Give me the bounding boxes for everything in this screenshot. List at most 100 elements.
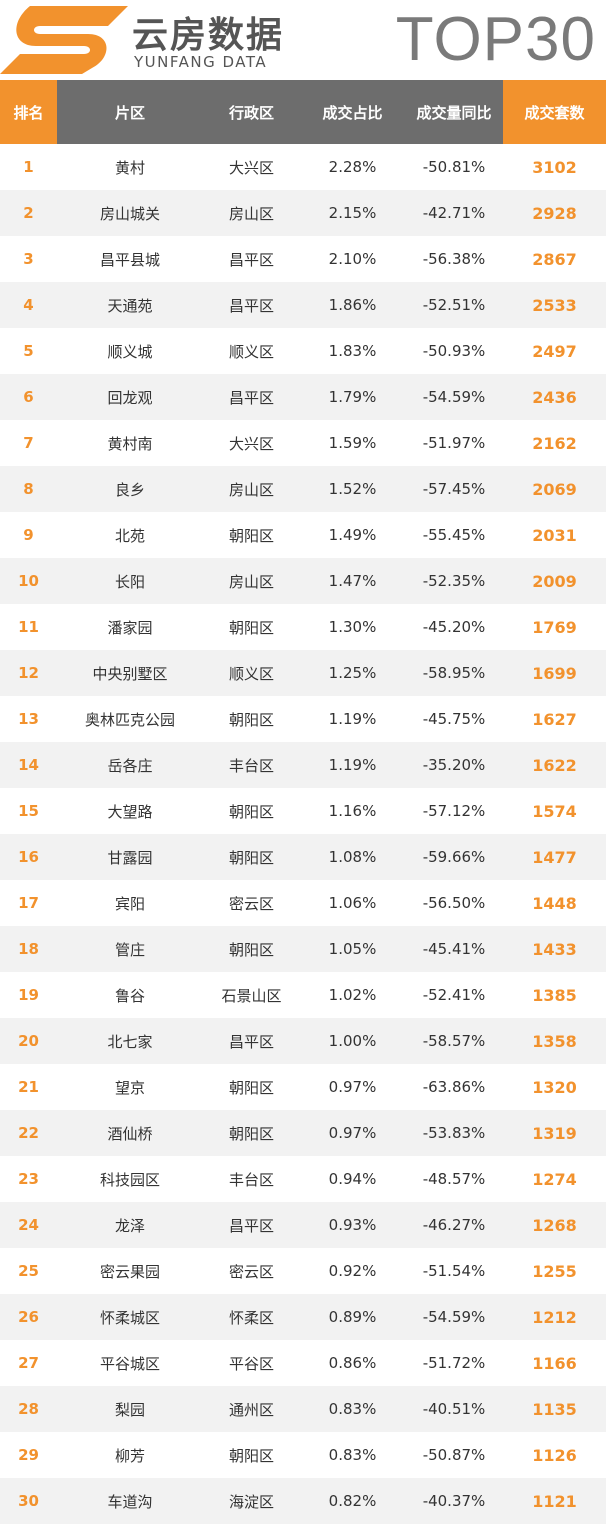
count-cell: 2031 (532, 525, 577, 545)
yoy-cell: -57.12% (422, 802, 486, 820)
rank-cell: 1 (23, 158, 34, 176)
yoy-cell: -51.54% (422, 1262, 486, 1280)
share-cell: 1.00% (300, 1018, 405, 1064)
area-cell: 北苑 (114, 526, 145, 545)
area-cell: 平谷城区 (99, 1354, 160, 1373)
share-cell: 1.08% (300, 834, 405, 880)
district-cell: 朝阳区 (203, 834, 300, 880)
yoy-cell: -45.41% (405, 926, 503, 972)
yoy-cell: -59.66% (405, 834, 503, 880)
count-cell: 2162 (532, 433, 577, 453)
share-cell: 1.52% (300, 466, 405, 512)
yoy-cell: -50.87% (422, 1446, 486, 1464)
count-cell: 1274 (532, 1169, 577, 1189)
share-cell: 0.82% (300, 1478, 405, 1524)
column-header-yoy: 成交量同比 (405, 80, 503, 144)
yoy-cell: -51.72% (422, 1354, 486, 1372)
table-row: 24 龙泽 昌平区 0.93% -46.27% 1268 (0, 1202, 606, 1248)
count-cell: 2533 (503, 282, 606, 328)
rank-cell: 14 (0, 742, 57, 788)
share-cell: 2.28% (328, 158, 377, 176)
area-cell: 长阳 (57, 558, 203, 604)
district-cell: 昌平区 (203, 1018, 300, 1064)
table-row: 28 梨园 通州区 0.83% -40.51% 1135 (0, 1386, 606, 1432)
rank-cell: 4 (0, 282, 57, 328)
share-cell: 1.25% (300, 650, 405, 696)
table-row: 26 怀柔城区 怀柔区 0.89% -54.59% 1212 (0, 1294, 606, 1340)
rank-cell: 10 (0, 558, 57, 604)
share-cell: 1.83% (328, 342, 377, 360)
yoy-cell: -58.57% (405, 1018, 503, 1064)
area-cell: 顺义城 (107, 342, 153, 361)
yunfang-logo-icon (0, 6, 128, 74)
rank-cell: 20 (0, 1018, 57, 1064)
table-row: 3 昌平县城 昌平区 2.10% -56.38% 2867 (0, 236, 606, 282)
yoy-cell: -57.45% (405, 466, 503, 512)
yoy-cell: -58.95% (405, 650, 503, 696)
district-cell: 丰台区 (203, 742, 300, 788)
table-row: 9 北苑 朝阳区 1.49% -55.45% 2031 (0, 512, 606, 558)
area-cell: 怀柔城区 (57, 1294, 203, 1340)
table-row: 2 房山城关 房山区 2.15% -42.71% 2928 (0, 190, 606, 236)
district-cell: 朝阳区 (228, 618, 274, 637)
area-cell: 柳芳 (114, 1446, 145, 1465)
area-cell: 回龙观 (57, 374, 203, 420)
area-cell: 宾阳 (114, 894, 145, 913)
district-cell: 平谷区 (228, 1354, 274, 1373)
count-cell: 2497 (532, 341, 577, 361)
district-cell: 房山区 (203, 558, 300, 604)
rank-cell: 19 (18, 986, 39, 1004)
rank-cell: 30 (0, 1478, 57, 1524)
ranking-table: 排名 片区 行政区 成交占比 成交量同比 成交套数 1 黄村 大兴区 2.28% -50… (0, 80, 606, 1524)
area-cell: 酒仙桥 (57, 1110, 203, 1156)
share-cell: 1.02% (328, 986, 377, 1004)
count-cell: 2867 (532, 249, 577, 269)
share-cell: 0.94% (328, 1170, 377, 1188)
area-cell: 中央别墅区 (57, 650, 203, 696)
table-row: 30 车道沟 海淀区 0.82% -40.37% 1121 (0, 1478, 606, 1524)
yoy-cell: -51.97% (422, 434, 486, 452)
yoy-cell: -45.20% (422, 618, 486, 636)
district-cell: 朝阳区 (228, 710, 274, 729)
yoy-cell: -56.38% (422, 250, 486, 268)
count-cell: 1622 (503, 742, 606, 788)
share-cell: 1.47% (300, 558, 405, 604)
area-cell: 鲁谷 (114, 986, 145, 1005)
yoy-cell: -45.75% (422, 710, 486, 728)
brand-name-cn: 云房数据 (132, 15, 285, 56)
district-cell: 顺义区 (203, 650, 300, 696)
yoy-cell: -56.50% (422, 894, 486, 912)
area-cell: 管庄 (57, 926, 203, 972)
count-cell: 1699 (503, 650, 606, 696)
rank-cell: 17 (18, 894, 39, 912)
banner: 云房数据 YUNFANG DATA TOP30 (0, 0, 606, 80)
area-cell: 甘露园 (57, 834, 203, 880)
column-header-count: 成交套数 (503, 80, 606, 144)
share-cell: 0.97% (300, 1110, 405, 1156)
rank-cell: 2 (0, 190, 57, 236)
column-header-district: 行政区 (203, 80, 300, 144)
district-cell: 朝阳区 (203, 1110, 300, 1156)
table-row: 11 潘家园 朝阳区 1.30% -45.20% 1769 (0, 604, 606, 650)
yoy-cell: -40.51% (405, 1386, 503, 1432)
table-row: 8 良乡 房山区 1.52% -57.45% 2069 (0, 466, 606, 512)
share-cell: 1.79% (300, 374, 405, 420)
count-cell: 2009 (503, 558, 606, 604)
district-cell: 大兴区 (228, 434, 274, 453)
table-row: 18 管庄 朝阳区 1.05% -45.41% 1433 (0, 926, 606, 972)
area-cell: 昌平县城 (99, 250, 160, 269)
count-cell: 1769 (532, 617, 577, 637)
rank-cell: 13 (18, 710, 39, 728)
table-row: 25 密云果园 密云区 0.92% -51.54% 1255 (0, 1248, 606, 1294)
count-cell: 1627 (532, 709, 577, 729)
rank-cell: 16 (0, 834, 57, 880)
brand-name-en: YUNFANG DATA (134, 53, 268, 71)
yoy-cell: -48.57% (422, 1170, 486, 1188)
count-cell: 1385 (532, 985, 577, 1005)
district-cell: 昌平区 (203, 1202, 300, 1248)
count-cell: 1320 (532, 1077, 577, 1097)
rank-cell: 29 (18, 1446, 39, 1464)
area-cell: 车道沟 (57, 1478, 203, 1524)
district-cell: 怀柔区 (203, 1294, 300, 1340)
area-cell: 良乡 (57, 466, 203, 512)
